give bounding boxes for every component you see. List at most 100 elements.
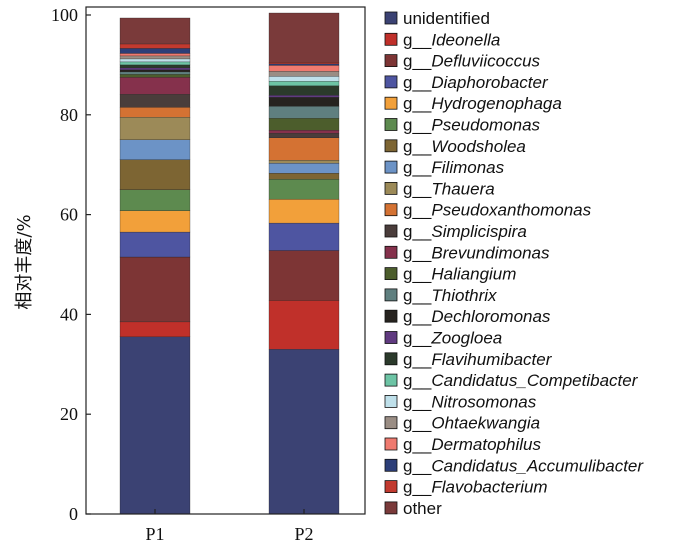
bar-segment-p2-9: [268, 137, 340, 161]
legend-label-prefix: g__: [403, 222, 432, 241]
bar-segment-p1-12: [119, 74, 191, 78]
legend-swatch: [384, 373, 398, 387]
bar-segment-p1-11: [119, 77, 191, 95]
bar-segment-p1-3: [119, 231, 191, 258]
legend-label: g__Brevundimonas: [403, 243, 550, 262]
legend-swatch: [384, 96, 398, 110]
bar-segment-p1-13: [119, 71, 191, 75]
bar-segment-p1-6: [119, 159, 191, 190]
legend-label: g__Dechloromonas: [403, 307, 551, 326]
legend-swatch: [384, 458, 398, 472]
legend-label: g__Pseudomonas: [403, 116, 541, 135]
legend-label-prefix: g__: [403, 179, 432, 198]
y-tick-label: 20: [60, 404, 78, 424]
legend-swatch: [384, 352, 398, 366]
legend-label: g__Haliangium: [403, 265, 516, 284]
legend-label-genus: Ideonella: [431, 30, 500, 49]
legend-label-genus: Haliangium: [431, 265, 516, 284]
legend-label: g__Ideonella: [403, 30, 500, 49]
legend-label-prefix: g__: [403, 243, 432, 262]
legend-swatch: [384, 309, 398, 323]
legend-label: g__Zoogloea: [403, 329, 502, 348]
legend-label: g__Candidatus_Competibacter: [403, 371, 639, 390]
legend-label-genus: Ohtaekwangia: [431, 414, 540, 433]
x-tick-label-p1: P1: [145, 524, 164, 544]
legend-label: g__Thauera: [403, 179, 495, 198]
legend-label: g__Simplicispira: [403, 222, 527, 241]
legend-label: g__Nitrosomonas: [403, 392, 537, 411]
legend-label: g__Pseudoxanthomonas: [403, 201, 592, 220]
legend-label-prefix: g__: [403, 392, 432, 411]
legend-label-genus: Defluviicoccus: [431, 52, 540, 71]
legend-label: g__Dermatophilus: [403, 435, 541, 454]
bar-segment-p2-12: [268, 118, 340, 131]
bar-segment-p1-18: [119, 58, 191, 63]
legend-label-prefix: g__: [403, 371, 432, 390]
bar-segment-p2-6: [268, 173, 340, 180]
legend-label-genus: Nitrosomonas: [431, 392, 536, 411]
bar-segment-p1-23: [119, 17, 191, 45]
legend-swatch: [384, 267, 398, 281]
legend-label-prefix: g__: [403, 137, 432, 156]
legend-label: g__Thiothrix: [403, 286, 497, 305]
y-axis: 0 20 40 60 80 100: [51, 5, 91, 524]
bar-segment-p2-17: [268, 81, 340, 87]
bar-segment-p1-1: [119, 321, 191, 338]
bar-segment-p2-22: [268, 62, 340, 65]
legend-label-genus: Brevundimonas: [431, 243, 550, 262]
bar-segment-p2-21: [268, 63, 340, 66]
legend-swatch: [384, 139, 398, 153]
legend-swatch: [384, 54, 398, 67]
bar-segment-p2-1: [268, 300, 340, 350]
y-tick-label: 80: [60, 105, 78, 125]
legend-label-genus: Simplicispira: [431, 222, 526, 241]
y-tick-label: 0: [69, 504, 78, 524]
legend-label: other: [403, 499, 442, 518]
bar-segment-p1-9: [119, 107, 191, 118]
bar-segment-p2-11: [268, 130, 340, 134]
legend-swatch: [384, 203, 398, 217]
bar-segment-p1-5: [119, 189, 191, 211]
bar-segment-p1-7: [119, 139, 191, 160]
legend-label: g__Ohtaekwangia: [403, 414, 540, 433]
legend-label-genus: Filimonas: [431, 158, 504, 177]
legend-swatch: [384, 501, 398, 515]
legend-label-genus: Diaphorobacter: [431, 73, 549, 92]
legend-label: g__Filimonas: [403, 158, 505, 177]
bar-segment-p1-22: [119, 43, 191, 49]
legend-swatch: [384, 416, 398, 430]
y-tick-label: 40: [60, 304, 78, 324]
legend-swatch: [384, 394, 398, 408]
bar-segment-p2-7: [268, 163, 340, 174]
legend-swatch: [384, 181, 398, 195]
y-tick-label: 60: [60, 205, 78, 225]
bar-segment-p2-19: [268, 71, 340, 77]
bar-segment-p1-15: [119, 67, 191, 71]
bar-segment-p2-4: [268, 198, 340, 224]
bar-segment-p2-3: [268, 222, 340, 251]
bar-segment-p2-14: [268, 97, 340, 107]
legend-label: g__Flavobacterium: [403, 478, 548, 497]
legend-label-genus: Thauera: [431, 179, 494, 198]
legend-label-genus: Dechloromonas: [431, 307, 551, 326]
legend-swatch: [384, 245, 398, 259]
legend-swatch: [384, 331, 398, 344]
legend-label-prefix: g__: [403, 52, 432, 71]
legend-swatch: [384, 437, 398, 451]
legend-label: g__Flavihumibacter: [403, 350, 553, 369]
legend-label-prefix: g__: [403, 201, 432, 220]
bar-segment-p2-10: [268, 133, 340, 138]
x-tick-label-p2: P2: [294, 524, 313, 544]
legend-label-prefix: g__: [403, 158, 432, 177]
x-axis: P1 P2: [145, 509, 314, 544]
bar-segments: [119, 12, 340, 515]
y-tick-label: 100: [51, 5, 78, 25]
legend-label-prefix: g__: [403, 414, 432, 433]
bar-segment-p1-8: [119, 117, 191, 140]
legend-label-genus: Hydrogenophaga: [431, 94, 561, 113]
legend-label-genus: Candidatus_Competibacter: [431, 371, 638, 390]
bar-segment-p2-8: [268, 160, 340, 164]
bar-segment-p2-23: [268, 12, 340, 63]
legend-swatch: [384, 160, 398, 174]
legend-label: g__Defluviicoccus: [403, 52, 541, 71]
